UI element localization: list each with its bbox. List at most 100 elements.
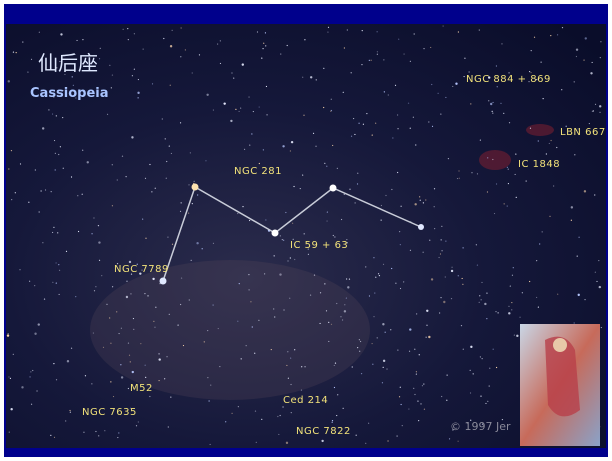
star — [128, 39, 129, 40]
star — [542, 231, 543, 232]
star — [378, 273, 379, 274]
star — [408, 408, 409, 409]
star — [257, 31, 258, 32]
star — [416, 313, 417, 314]
star — [241, 358, 242, 359]
object-label: NGC 7789 — [114, 264, 169, 275]
star — [344, 304, 345, 305]
star — [486, 318, 487, 319]
star — [109, 65, 110, 66]
star — [443, 25, 444, 26]
star — [471, 172, 472, 173]
star — [440, 113, 441, 114]
star — [286, 442, 288, 444]
star — [101, 275, 102, 276]
star — [188, 184, 189, 185]
star — [343, 92, 344, 93]
star — [489, 368, 490, 369]
star — [343, 408, 344, 409]
star — [335, 363, 336, 364]
star — [507, 167, 508, 168]
star — [470, 346, 472, 348]
star — [422, 385, 423, 386]
star — [516, 197, 517, 198]
star — [480, 396, 481, 397]
star — [95, 286, 96, 287]
star — [477, 173, 478, 174]
star — [77, 195, 78, 196]
star — [373, 316, 374, 317]
star — [242, 206, 243, 207]
milky-way — [90, 260, 370, 400]
star — [290, 384, 291, 385]
star — [138, 421, 139, 422]
star — [383, 367, 384, 368]
star — [134, 33, 135, 34]
star — [430, 47, 431, 48]
star — [589, 123, 590, 124]
star — [369, 60, 370, 61]
star — [508, 168, 509, 169]
star — [87, 161, 89, 163]
star — [190, 152, 191, 153]
star — [154, 327, 155, 328]
star — [495, 311, 496, 312]
star — [132, 75, 133, 76]
star — [300, 188, 301, 189]
star — [434, 228, 435, 229]
star — [365, 266, 366, 267]
star — [462, 284, 463, 285]
star — [278, 434, 279, 435]
star — [158, 358, 160, 360]
star — [346, 278, 347, 279]
star — [8, 376, 9, 377]
star — [136, 425, 137, 426]
star — [492, 111, 493, 112]
star — [112, 205, 113, 206]
star — [290, 358, 291, 359]
star — [359, 351, 360, 352]
star — [130, 293, 131, 294]
star — [10, 408, 12, 410]
star — [111, 87, 112, 88]
star — [294, 259, 295, 260]
star — [55, 153, 56, 154]
object-label: NGC 7822 — [296, 426, 351, 437]
star — [128, 388, 129, 389]
star — [302, 174, 303, 175]
star — [39, 32, 40, 33]
star — [384, 91, 385, 92]
star — [408, 103, 409, 104]
star — [487, 157, 488, 158]
star — [158, 380, 159, 381]
star — [251, 133, 252, 134]
star — [571, 220, 572, 221]
star — [95, 431, 96, 432]
star — [326, 166, 327, 167]
star — [170, 45, 172, 47]
star — [237, 213, 238, 214]
star — [578, 237, 579, 238]
star — [596, 281, 597, 282]
star — [181, 277, 182, 278]
star — [302, 77, 303, 78]
star — [166, 161, 167, 162]
star — [383, 59, 384, 60]
star — [326, 310, 327, 311]
star — [223, 102, 225, 104]
star — [464, 58, 465, 59]
star — [252, 326, 253, 327]
star — [334, 387, 335, 388]
star — [208, 400, 209, 401]
star — [151, 191, 152, 192]
star — [583, 59, 584, 60]
star — [480, 356, 481, 357]
star — [550, 35, 551, 36]
star — [98, 225, 99, 226]
star — [233, 77, 234, 78]
star — [595, 272, 596, 273]
star — [434, 206, 435, 207]
star — [59, 270, 60, 271]
star — [416, 373, 417, 374]
star — [45, 189, 46, 190]
